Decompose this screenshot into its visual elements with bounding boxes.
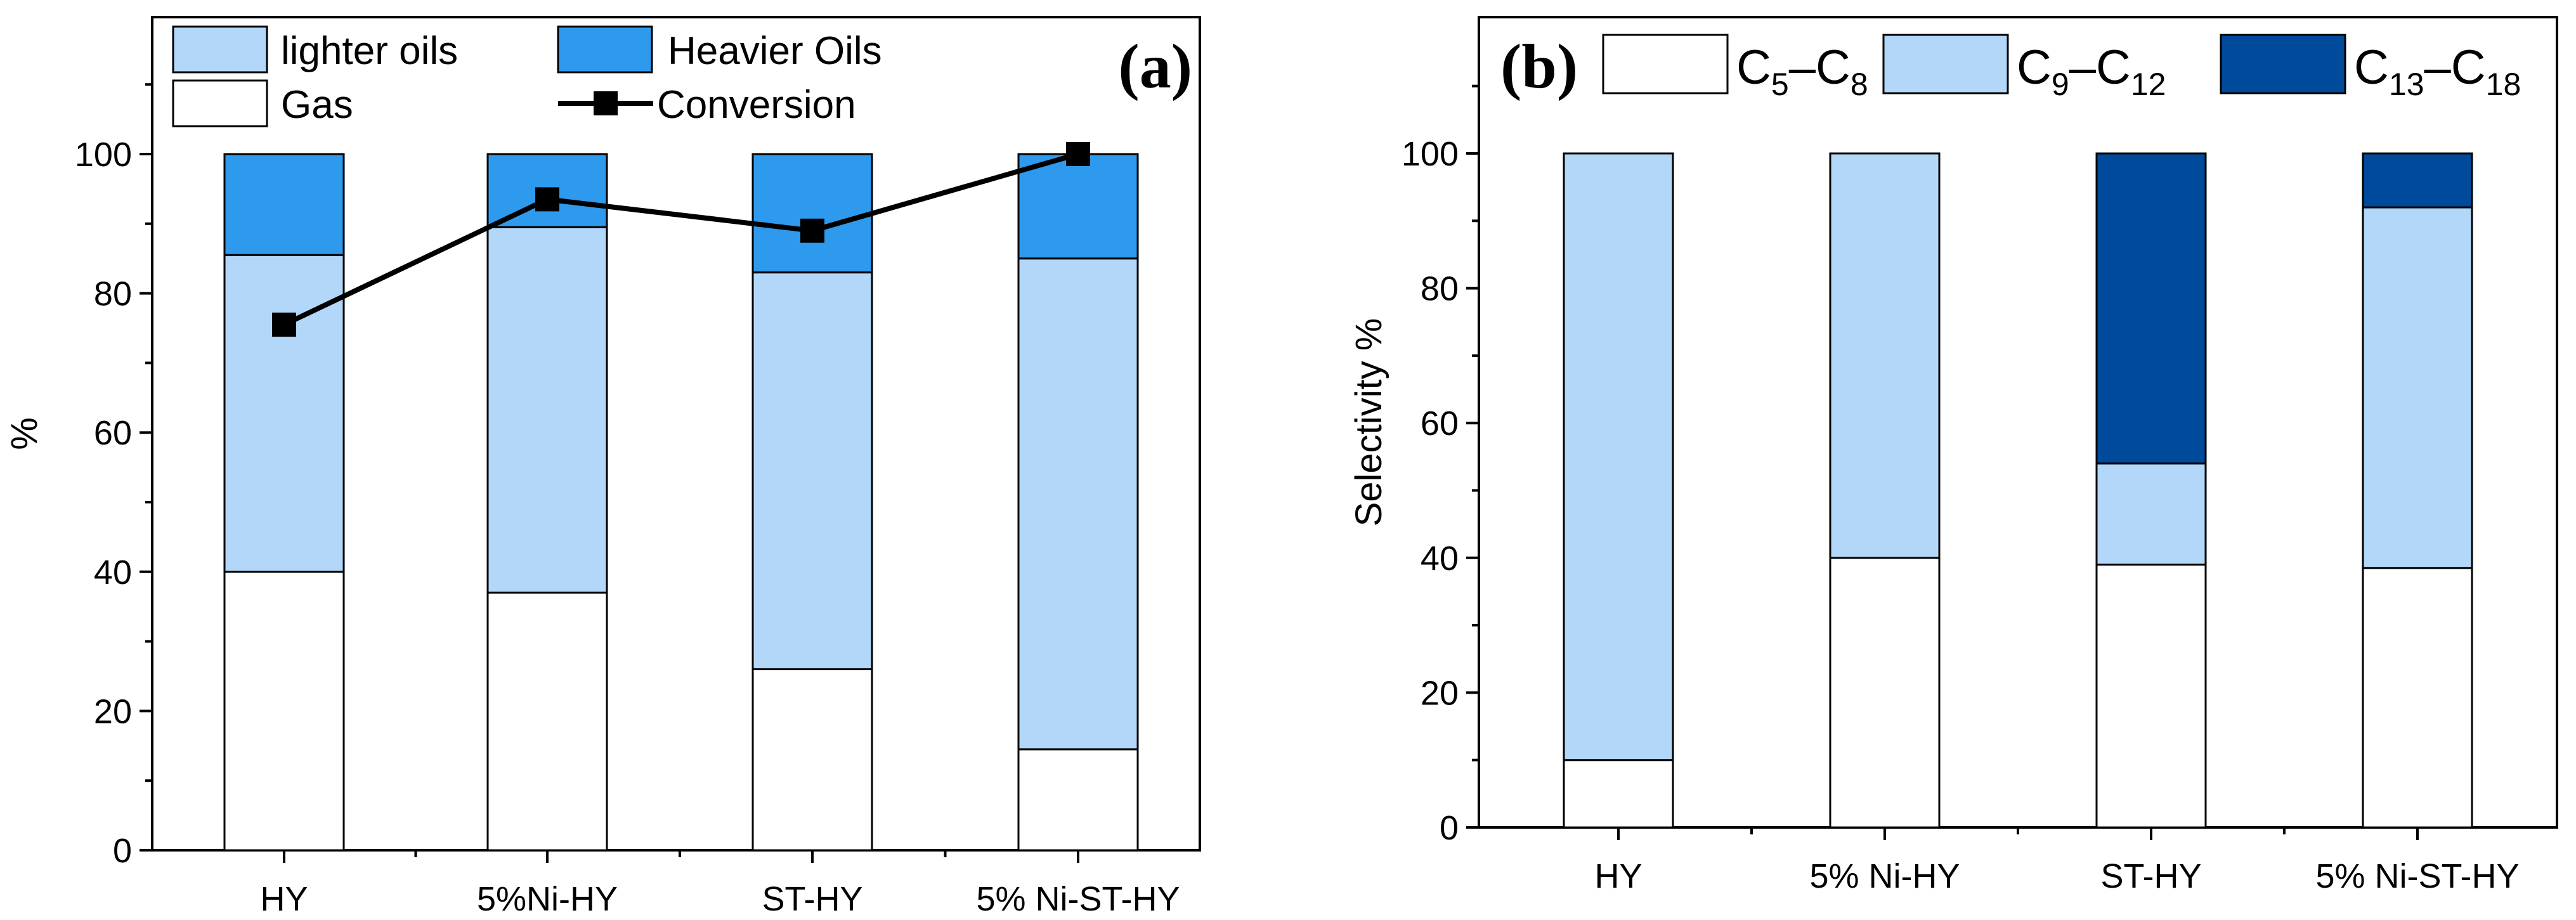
chart-a-bar-gas [486,592,608,852]
legend-swatch-heavier-oils [557,25,653,74]
legend-label-heavier-oils: Heavier Oils [668,29,882,73]
chart-a-x-tick-label: 5% Ni-ST-HY [976,880,1180,918]
chart-a-conversion-line [272,142,1090,337]
chart-a-x-tick-label: HY [260,880,308,918]
chart-b-x-tick-label: ST-HY [2100,857,2201,895]
chart-a-y-tick-label: 80 [94,275,132,313]
legend-label-c13-c18: C13–C18 [2354,41,2521,102]
legend-c9c12-sub1: 9 [2052,67,2069,102]
chart-a-bar-lighter [1017,257,1139,751]
legend-marker-conversion [594,91,618,115]
legend-label-c5-c8: C5–C8 [1736,41,1868,102]
chart-a-x-tick-label: ST-HY [762,880,862,918]
chart-b-bar-c9c12 [2095,462,2207,566]
chart-a-y-tick-label: 40 [94,554,132,592]
chart-b-y-tick-label: 80 [1421,270,1459,308]
chart-b-x-tick-label: 5% Ni-ST-HY [2315,857,2519,895]
chart-a-bar-lighter [486,226,608,594]
legend-c5c8-sub2: 8 [1851,67,1868,102]
legend-c13c18-base: C [2354,41,2389,94]
chart-a-bar-gas [223,571,345,852]
legend-c5c8-dash: –C [1789,41,1851,94]
chart-b-y-tick-label: 40 [1421,540,1459,578]
legend-swatch-c9-c12 [1882,34,2009,94]
chart-b-bar-c9c12 [1563,152,1674,761]
chart-a-conversion-point [800,218,824,243]
legend-label-c9-c12: C9–C12 [2017,41,2166,102]
chart-a-conversion-path [283,152,1079,327]
chart-a-x-axis: HY 5%Ni-HY ST-HY 5% Ni-ST-HY [260,850,1180,918]
chart-a-y-tick-label: 20 [94,692,132,730]
chart-b-y-tick-label: 100 [1402,135,1459,173]
chart-b-bars [1563,152,2473,829]
chart-a-legend: lighter oils Heavier Oils Gas Conversion [172,25,882,127]
chart-b-bar-c5c8 [2095,563,2207,829]
chart-b-panel-label: (b) [1500,31,1578,101]
legend-c13c18-sub2: 18 [2486,67,2521,102]
chart-a-y-label: % [4,417,45,450]
chart-a-x-tick-label: 5%Ni-HY [477,880,618,918]
chart-b-bar-c9c12 [2362,206,2473,569]
chart-a-bars [223,153,1139,852]
chart-b-bar-c13c18 [2095,152,2207,465]
legend-label-lighter-oils: lighter oils [281,29,458,73]
chart-a-conversion-point [1066,142,1090,166]
chart-b-bar-c5c8 [1563,759,1674,829]
chart-a: 0 20 40 60 80 100 HY 5%Ni-HY ST-HY 5% Ni-ST-HY %… [4,16,1201,918]
chart-a-bar-gas [1017,748,1139,852]
chart-b-y-tick-label: 20 [1421,674,1459,712]
legend-label-conversion: Conversion [657,83,856,127]
legend-c9c12-sub2: 12 [2131,67,2166,102]
chart-b-x-tick-label: 5% Ni-HY [1809,857,1960,895]
chart-a-y-tick-label: 100 [75,136,132,174]
legend-c13c18-dash: –C [2424,41,2486,94]
chart-b-y-label: Selectivity % [1348,318,1389,527]
legend-label-gas: Gas [281,83,353,127]
chart-a-bar-heavier [1017,153,1139,260]
chart-a-bar-lighter [751,271,873,671]
chart-a-conversion-point [535,187,559,212]
chart-b-bar-c5c8 [2362,567,2473,829]
legend-c9c12-base: C [2017,41,2052,94]
chart-b-x-tick-label: HY [1594,857,1642,895]
chart-a-bar-heavier [486,153,608,228]
legend-c13c18-sub1: 13 [2389,67,2424,102]
legend-c5c8-base: C [1736,41,1771,94]
legend-c9c12-dash: –C [2069,41,2131,94]
legend-swatch-c5-c8 [1602,34,1729,94]
chart-b-bar-c13c18 [2362,152,2473,209]
chart-b-legend: C5–C8 C9–C12 C13–C18 [1602,34,2521,102]
chart-a-bar-heavier [751,153,873,274]
legend-swatch-c13-c18 [2220,34,2346,94]
chart-b-bar-c9c12 [1829,152,1941,559]
chart-a-panel-label: (a) [1118,31,1192,101]
legend-swatch-lighter-oils [172,25,268,74]
chart-b-bar-c5c8 [1829,557,1941,829]
chart-b-y-tick-label: 0 [1440,809,1459,847]
chart-b-y-tick-label: 60 [1421,405,1459,443]
chart-a-y-tick-label: 60 [94,414,132,452]
chart-b-x-axis: HY 5% Ni-HY ST-HY 5% Ni-ST-HY [1594,827,2520,895]
chart-a-conversion-point [272,313,296,337]
legend-swatch-gas [172,79,268,127]
chart-b-y-axis: 0 20 40 60 80 100 [1402,84,1479,847]
legend-c5c8-sub1: 5 [1771,67,1789,102]
chart-a-y-tick-label: 0 [113,832,132,870]
chart-a-y-axis: 0 20 40 60 80 100 [75,83,152,870]
chart-a-bar-gas [751,668,873,852]
chart-a-bar-heavier [223,153,345,256]
